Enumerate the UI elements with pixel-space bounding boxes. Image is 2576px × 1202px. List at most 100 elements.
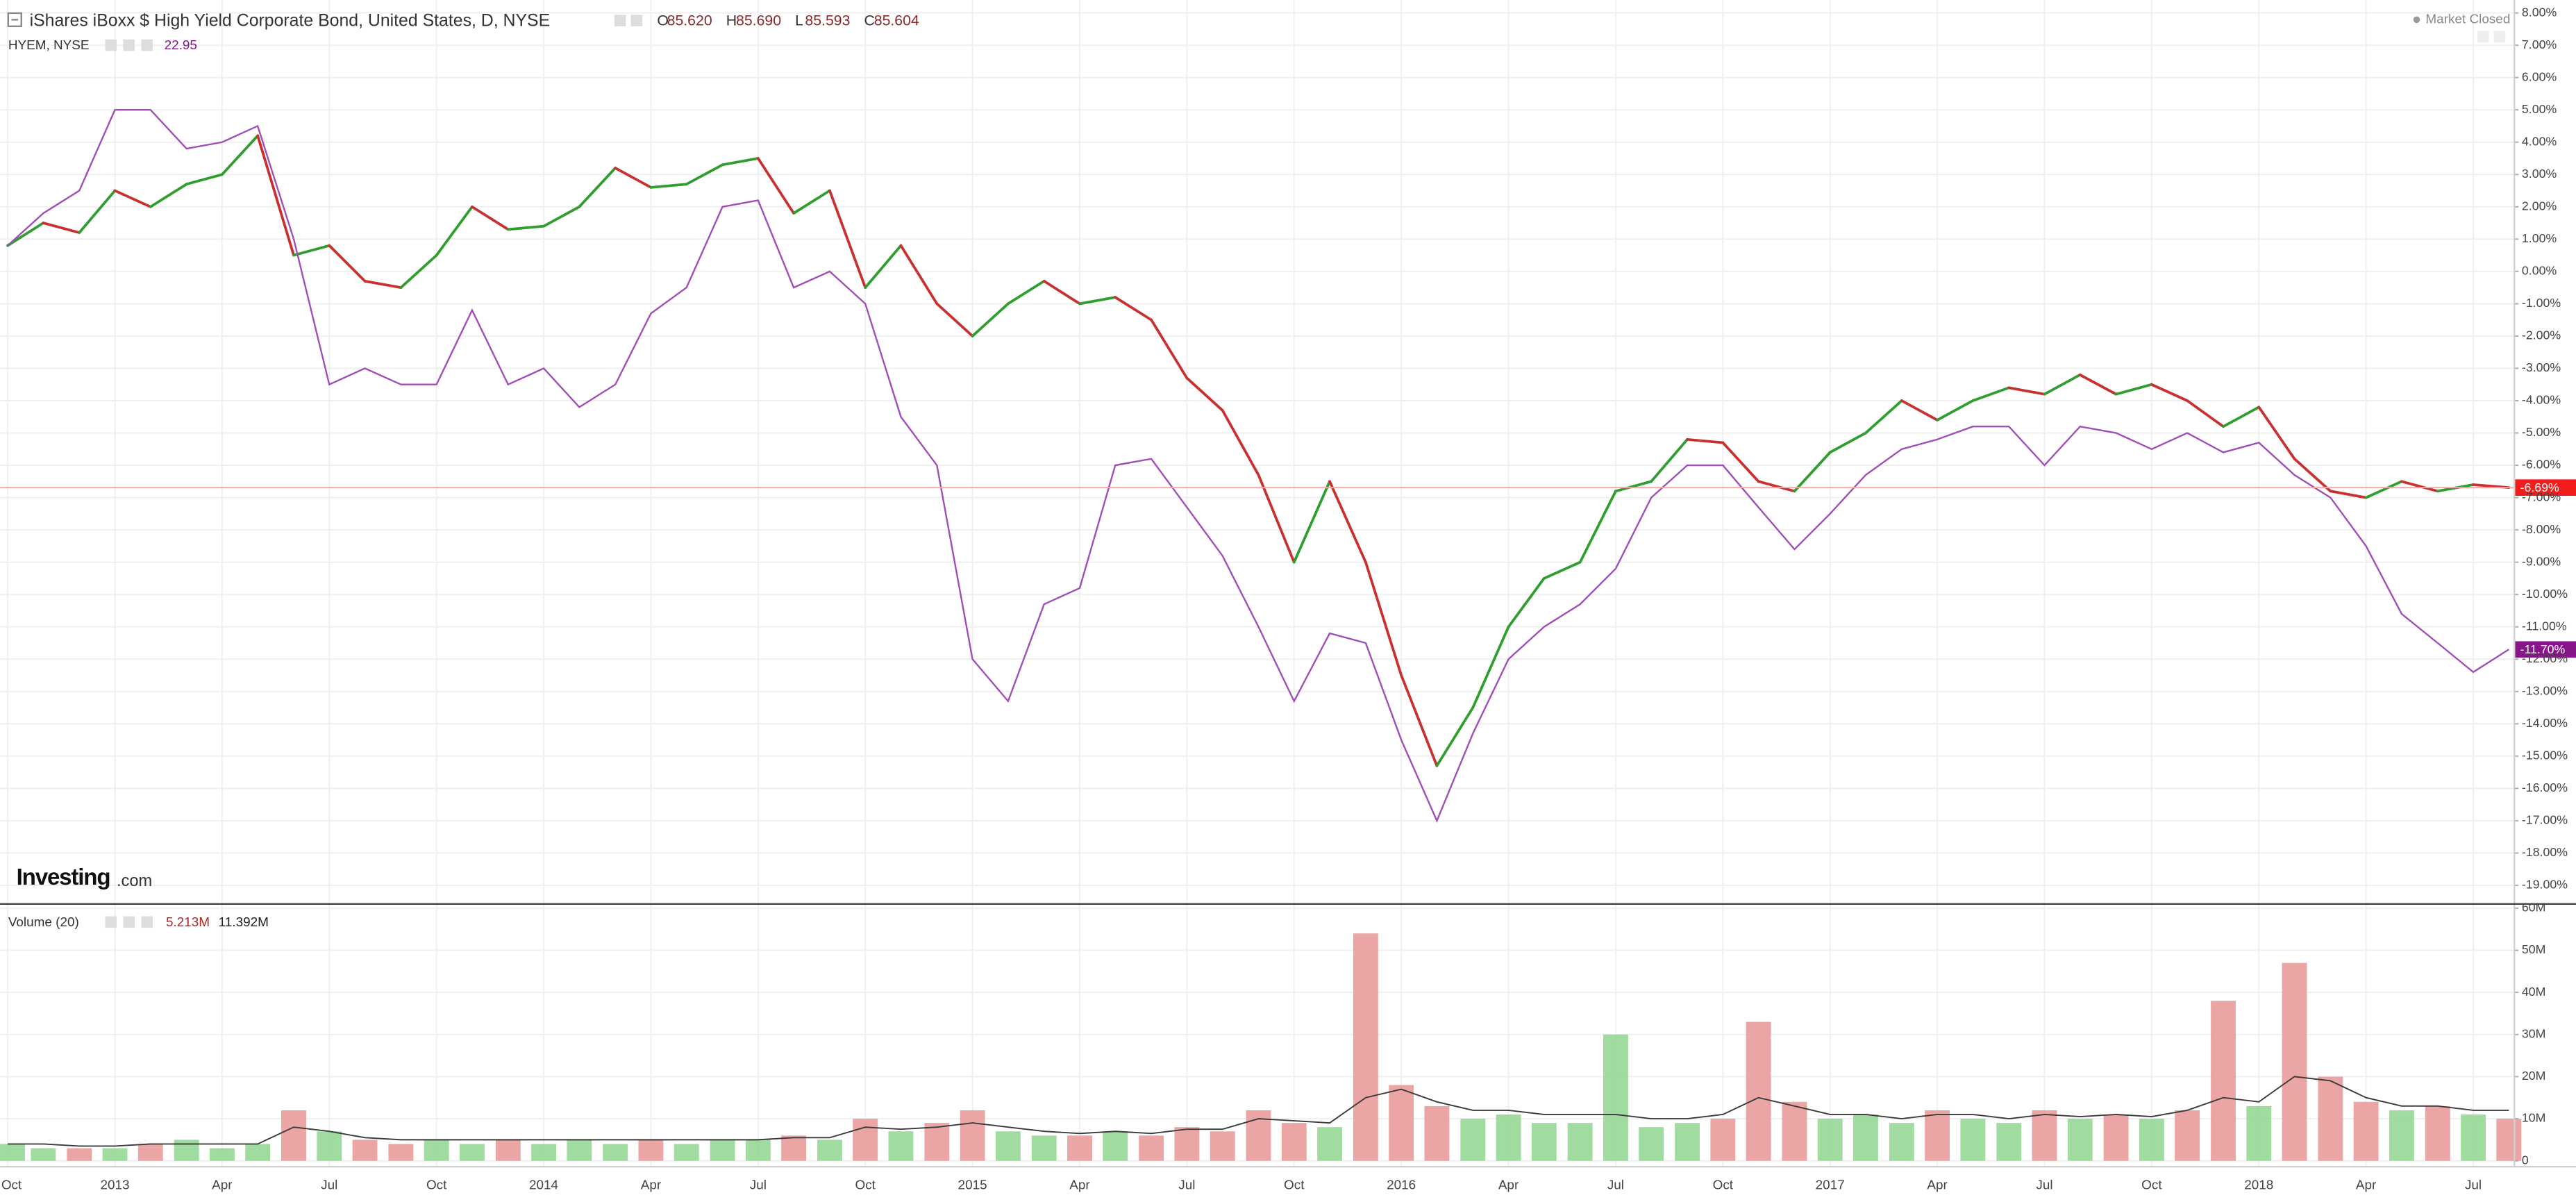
price-candle bbox=[614, 167, 653, 189]
volume-bar bbox=[1317, 1127, 1342, 1161]
price-candle bbox=[864, 244, 903, 290]
volume-bar bbox=[745, 1140, 771, 1161]
volume-bar bbox=[1531, 1123, 1557, 1161]
x-tick-label: Jul bbox=[750, 1178, 767, 1192]
volume-bar bbox=[281, 1110, 306, 1161]
price-candle bbox=[1864, 399, 1903, 435]
volume-bar bbox=[1889, 1123, 1914, 1161]
y-tick-label: -7.00% bbox=[2522, 490, 2561, 503]
price-candle bbox=[220, 134, 260, 176]
x-tick-label: Oct bbox=[855, 1178, 876, 1192]
price-candle bbox=[542, 205, 581, 228]
hide-icon[interactable] bbox=[630, 15, 643, 26]
volume-bar bbox=[567, 1140, 592, 1161]
price-candle bbox=[1900, 399, 1939, 421]
volume-average bbox=[8, 1076, 2509, 1147]
y-tick-label: -18.00% bbox=[2522, 845, 2568, 859]
hide-icon[interactable] bbox=[123, 39, 135, 51]
price-candle bbox=[1292, 480, 1331, 564]
y-tick-label: -15.00% bbox=[2522, 749, 2568, 762]
volume-bar bbox=[0, 1144, 25, 1161]
volume-bar bbox=[1210, 1131, 1235, 1161]
y-tick-label: 60M bbox=[2522, 901, 2546, 915]
volume-bar bbox=[459, 1144, 485, 1161]
price-candle bbox=[971, 302, 1010, 337]
y-tick-label: -3.00% bbox=[2522, 360, 2561, 374]
volume-bar bbox=[1103, 1131, 1128, 1161]
scale-icon[interactable] bbox=[2477, 31, 2489, 43]
volume-title: Volume (20) bbox=[8, 915, 79, 930]
price-candle bbox=[2364, 480, 2403, 499]
grid bbox=[0, 0, 2519, 1166]
price-candle bbox=[2329, 490, 2368, 499]
price-candle bbox=[1364, 560, 1403, 677]
volume-bar bbox=[352, 1140, 378, 1161]
price-candle bbox=[1328, 480, 1367, 564]
volume-bar bbox=[424, 1140, 449, 1161]
quote-key: C bbox=[864, 12, 875, 28]
y-tick-label: 40M bbox=[2522, 985, 2546, 999]
price-candle bbox=[1542, 560, 1582, 580]
quote-value: 85.620 bbox=[667, 12, 712, 28]
volume-bar bbox=[1460, 1119, 1486, 1161]
price-candle bbox=[1114, 296, 1153, 322]
x-tick-label: Oct bbox=[426, 1178, 447, 1192]
volume-bar bbox=[1246, 1110, 1271, 1161]
y-tick-label: -17.00% bbox=[2522, 813, 2568, 827]
remove-icon[interactable] bbox=[141, 39, 153, 51]
price-candle bbox=[78, 189, 117, 234]
y-tick-label: 3.00% bbox=[2522, 167, 2557, 181]
y-tick-label: -19.00% bbox=[2522, 878, 2568, 892]
scale-icon[interactable] bbox=[2493, 31, 2506, 43]
y-tick-label: -14.00% bbox=[2522, 716, 2568, 730]
x-tick-label: 2017 bbox=[1816, 1178, 1845, 1192]
hide-icon[interactable] bbox=[123, 916, 135, 928]
volume-bar bbox=[1675, 1123, 1700, 1161]
volume-bar bbox=[2461, 1114, 2486, 1161]
last-value-badge bbox=[2515, 641, 2576, 658]
price-candle bbox=[6, 222, 45, 247]
volume-bar bbox=[2282, 962, 2307, 1161]
price-candle bbox=[1721, 441, 1760, 483]
remove-icon[interactable] bbox=[141, 916, 153, 928]
volume-bar bbox=[67, 1148, 92, 1161]
price-candle bbox=[2293, 457, 2332, 493]
price-candle bbox=[1257, 474, 1296, 564]
y-tick-label: 20M bbox=[2522, 1069, 2546, 1083]
x-tick-label: 2018 bbox=[2244, 1178, 2273, 1192]
volume-bar bbox=[674, 1144, 699, 1161]
last-value-label: -11.70% bbox=[2520, 642, 2566, 656]
price-candle bbox=[756, 157, 795, 215]
price-candle bbox=[649, 183, 688, 189]
collapse-icon[interactable] bbox=[7, 12, 22, 28]
price-candle bbox=[1507, 577, 1546, 628]
x-tick-label: Apr bbox=[1498, 1178, 1519, 1192]
price-candle bbox=[2222, 406, 2261, 428]
price-candle bbox=[721, 157, 760, 167]
volume-bar bbox=[1603, 1034, 1628, 1161]
price-candle bbox=[1078, 296, 1117, 306]
price-candle bbox=[2007, 386, 2046, 396]
x-tick-label: Jul bbox=[2465, 1178, 2482, 1192]
settings-icon[interactable] bbox=[614, 15, 626, 26]
y-tick-label: 30M bbox=[2522, 1026, 2546, 1040]
y-tick-label: 8.00% bbox=[2522, 5, 2557, 19]
settings-icon[interactable] bbox=[105, 39, 117, 51]
volume-bar bbox=[2246, 1105, 2272, 1161]
price-candle bbox=[113, 189, 152, 208]
volume-bar bbox=[1174, 1127, 1200, 1161]
volume-bar bbox=[1960, 1119, 1986, 1161]
volume-bar bbox=[2067, 1119, 2093, 1161]
y-tick-label: 50M bbox=[2522, 942, 2546, 956]
quote-key: H bbox=[726, 12, 737, 28]
volume-bar bbox=[2103, 1114, 2129, 1161]
settings-icon[interactable] bbox=[105, 916, 117, 928]
price-candle bbox=[328, 244, 367, 283]
price-candle bbox=[2114, 383, 2153, 396]
volume-bar bbox=[209, 1148, 235, 1161]
y-tick-label: -16.00% bbox=[2522, 781, 2568, 794]
volume-bar bbox=[31, 1148, 56, 1161]
y-tick-label: 6.00% bbox=[2522, 69, 2557, 83]
y-tick-label: -5.00% bbox=[2522, 425, 2561, 439]
